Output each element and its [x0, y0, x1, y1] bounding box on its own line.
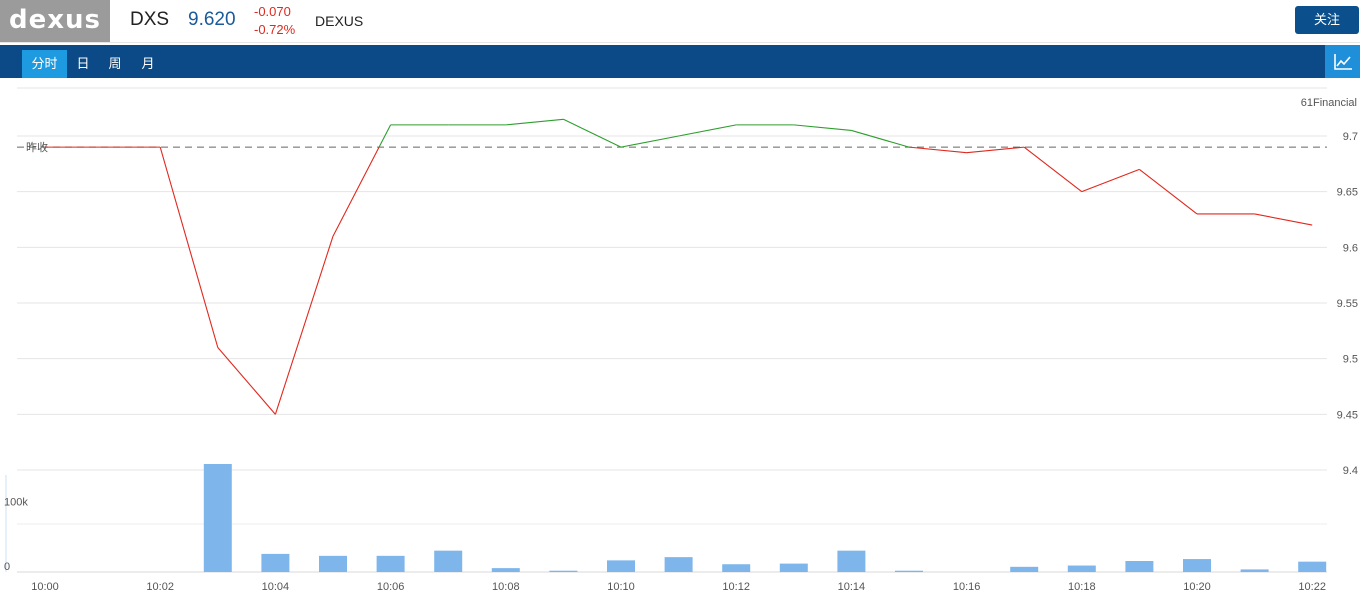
line-chart-icon — [1333, 53, 1352, 70]
price-line-segment — [908, 146, 967, 154]
volume-bar — [203, 464, 232, 572]
time-axis-tick-label: 10:22 — [1298, 581, 1326, 593]
price-axis-tick-label: 9.65 — [1337, 187, 1358, 199]
volume-bar — [607, 560, 635, 572]
time-axis-tick-label: 10:18 — [1068, 581, 1096, 593]
intraday-chart: 61Financial 昨收 9.79.659.69.559.59.459.4 … — [4, 87, 1358, 593]
price-line-segment — [159, 146, 219, 348]
price-line-segment — [378, 124, 392, 148]
change-percent: -0.72% — [254, 22, 296, 37]
price-axis-tick-label: 9.45 — [1337, 409, 1358, 421]
price-line-segment — [1139, 168, 1198, 215]
price-line-segment — [851, 129, 910, 148]
price-line-segment — [793, 124, 852, 131]
chart-period-tabs: 分时 日 周 月 — [0, 45, 1360, 78]
chart-type-toggle[interactable] — [1325, 45, 1360, 78]
company-name: DEXUS — [315, 13, 364, 29]
volume-bar — [837, 550, 866, 572]
price-change: -0.070 -0.72% — [254, 3, 295, 39]
prev-close-label: 昨收 — [26, 140, 48, 154]
price-line-segment — [1023, 146, 1083, 193]
time-axis-tick-label: 10:16 — [953, 581, 981, 593]
volume-bar — [722, 564, 751, 572]
time-axis-tick-label: 10:20 — [1183, 581, 1211, 593]
volume-bar — [261, 553, 290, 572]
price-axis-tick-label: 9.6 — [1343, 242, 1358, 254]
volume-bar — [895, 570, 923, 572]
time-axis-tick-label: 10:12 — [722, 581, 750, 593]
volume-bar — [319, 555, 347, 572]
price-axis-tick-label: 9.5 — [1343, 354, 1358, 366]
time-axis-tick-label: 10:02 — [146, 581, 174, 593]
price-line-segment — [274, 236, 334, 415]
price-line-segment — [1254, 213, 1313, 226]
time-axis-tick-label: 10:08 — [492, 581, 520, 593]
volume-bar — [491, 568, 520, 572]
volume-bar — [1183, 559, 1211, 572]
volume-bar — [434, 550, 463, 572]
ticker-symbol: DXS — [130, 9, 170, 30]
company-logo: dexus — [0, 0, 110, 42]
time-axis-tick-label: 10:14 — [838, 581, 866, 593]
time-axis-tick-label: 10:06 — [377, 581, 405, 593]
volume-bar — [376, 555, 405, 572]
volume-axis-tick-label: 100k — [4, 496, 28, 508]
tab-monthly[interactable]: 月 — [141, 56, 155, 71]
time-axis-tick-label: 10:00 — [31, 581, 59, 593]
change-value: -0.070 — [254, 4, 291, 19]
price-line-segment — [1081, 168, 1140, 193]
tab-intraday[interactable]: 分时 — [22, 50, 67, 78]
quote-header: dexus DXS 9.620 -0.070 -0.72% DEXUS 关注 — [0, 0, 1360, 43]
price-line-segment — [505, 118, 564, 126]
volume-bar — [664, 557, 693, 572]
price-axis-tick-label: 9.55 — [1337, 298, 1358, 310]
last-price: 9.620 — [188, 9, 236, 30]
volume-axis-tick-label: 0 — [4, 561, 10, 573]
volume-bar — [1125, 561, 1154, 572]
time-axis-tick-label: 10:10 — [607, 581, 635, 593]
follow-button[interactable]: 关注 — [1295, 6, 1359, 34]
price-line-segment — [217, 347, 276, 415]
tab-weekly[interactable]: 周 — [108, 56, 122, 71]
price-axis-tick-label: 9.7 — [1343, 131, 1358, 143]
price-line-segment — [966, 146, 1025, 154]
price-line-segment — [563, 118, 622, 148]
volume-bar — [549, 570, 578, 572]
price-line-segment — [678, 124, 737, 137]
volume-bar — [1067, 565, 1096, 572]
price-line-segment — [332, 146, 380, 237]
volume-bar — [1010, 566, 1039, 572]
volume-bar — [1298, 561, 1327, 572]
price-line-segment — [620, 135, 679, 148]
chart-watermark: 61Financial — [1301, 97, 1357, 109]
price-axis-tick-label: 9.4 — [1343, 465, 1358, 477]
volume-bar — [779, 563, 808, 572]
tab-daily[interactable]: 日 — [76, 56, 90, 71]
time-axis-tick-label: 10:04 — [262, 581, 290, 593]
volume-bar — [1240, 569, 1269, 572]
